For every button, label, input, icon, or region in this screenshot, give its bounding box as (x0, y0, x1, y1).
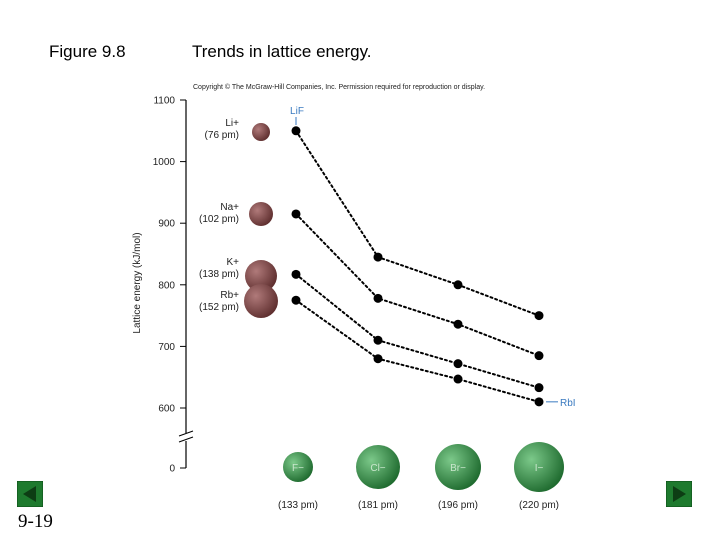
anion-symbol: Br− (450, 463, 466, 474)
data-point (291, 126, 301, 136)
series-line (295, 299, 540, 403)
anion-radius: (181 pm) (358, 500, 398, 511)
anion-radius: (196 pm) (438, 500, 478, 511)
y-axis-label: Lattice energy (kJ/mol) (132, 232, 143, 333)
figure-label: Figure 9.8 (49, 42, 126, 61)
data-point (453, 280, 463, 290)
anion-sphere (435, 444, 481, 490)
anion-sphere (514, 442, 564, 492)
annotation-rbi: RbI (560, 398, 576, 409)
triangle-right-icon (665, 480, 693, 508)
y-tick-label: 700 (158, 342, 175, 353)
figure-title: Trends in lattice energy. (192, 42, 372, 61)
cation-symbol: Rb+ (220, 290, 239, 301)
data-point (534, 383, 544, 393)
next-slide-button[interactable] (665, 480, 693, 508)
data-point (534, 351, 544, 361)
data-point (373, 335, 383, 345)
y-tick-label: 0 (169, 464, 175, 475)
y-tick-label: 600 (158, 404, 175, 415)
cation-sphere (245, 260, 277, 292)
cation-symbol: K+ (226, 257, 239, 268)
cation-radius: (102 pm) (199, 214, 239, 225)
triangle-left-icon (16, 480, 44, 508)
cation-radius: (76 pm) (205, 130, 239, 141)
anion-symbol: Cl− (370, 463, 385, 474)
cation-sphere (249, 202, 273, 226)
axis-break-mark (178, 430, 194, 437)
previous-slide-button[interactable] (16, 480, 44, 508)
y-tick-label: 1100 (153, 96, 175, 107)
anion-symbol: F− (292, 463, 304, 474)
series-line (295, 273, 540, 389)
data-point (534, 397, 544, 407)
anion-radius: (220 pm) (519, 500, 559, 511)
series-line (295, 212, 540, 357)
cation-symbol: Li+ (225, 118, 239, 129)
data-point (453, 374, 463, 384)
page-number: 9-19 (18, 511, 53, 532)
copyright-notice: Copyright © The McGraw-Hill Companies, I… (193, 84, 486, 91)
data-point (453, 359, 463, 369)
y-tick-label: 900 (158, 219, 175, 230)
cation-symbol: Na+ (220, 202, 239, 213)
cation-sphere (252, 123, 270, 141)
anion-sphere (356, 445, 400, 489)
data-point (373, 252, 383, 262)
anion-symbol: I− (535, 463, 544, 474)
data-point (453, 319, 463, 329)
cation-radius: (152 pm) (199, 302, 239, 313)
data-point (291, 269, 301, 279)
anion-radius: (133 pm) (278, 500, 318, 511)
y-tick-label: 1000 (153, 157, 176, 168)
anion-sphere (283, 452, 313, 482)
cation-sphere (244, 284, 278, 318)
data-point (291, 295, 301, 305)
data-point (534, 311, 544, 321)
data-point (373, 354, 383, 364)
cation-radius: (138 pm) (199, 269, 239, 280)
axis-break-mark (178, 436, 194, 443)
annotation-lif: LiF (290, 106, 304, 117)
y-tick-label: 800 (158, 280, 175, 291)
data-point (373, 293, 383, 303)
data-point (291, 209, 301, 219)
series-line (295, 129, 540, 317)
